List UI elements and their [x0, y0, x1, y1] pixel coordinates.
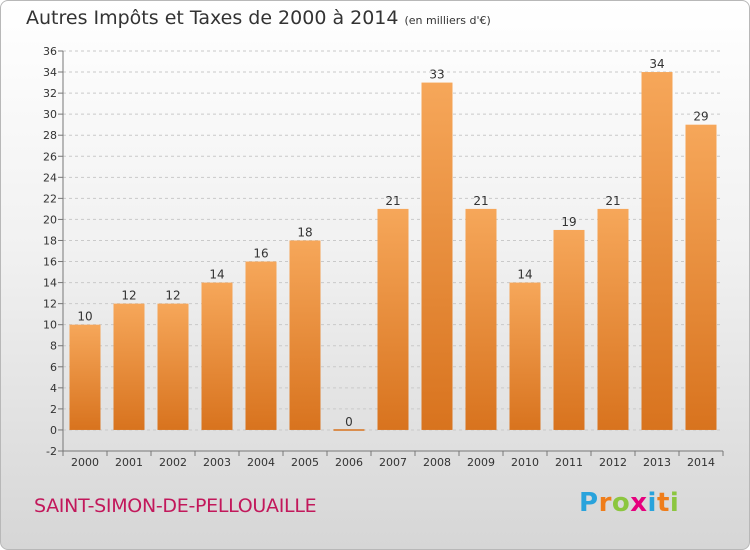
data-label-2003: 14 [209, 268, 224, 282]
data-label-2013: 34 [649, 57, 664, 71]
x-tick-label: 2002 [159, 456, 187, 469]
y-tick-label: 20 [43, 213, 57, 226]
bar-2002 [157, 303, 189, 430]
x-tick-label: 2014 [687, 456, 715, 469]
x-axis: 2000 2001 2002 2003 2004 2005 2006 2007 2008 2009… [62, 450, 724, 469]
bar-2012 [597, 208, 629, 430]
y-tick-label: 4 [50, 382, 57, 395]
x-tick-label: 2001 [115, 456, 143, 469]
data-labels: 10 12 12 14 16 18 0 21 33 21 14 19 21 34 29 [77, 57, 708, 429]
logo-letter: o [611, 488, 631, 518]
x-tick-label: 2006 [335, 456, 363, 469]
y-tick-label: 2 [50, 403, 57, 416]
y-tick-label: 10 [43, 319, 57, 332]
data-label-2008: 33 [429, 68, 444, 82]
bar-2001 [113, 303, 145, 430]
y-tick-label: 8 [50, 340, 57, 353]
y-tick-label: 30 [43, 108, 57, 121]
data-label-2004: 16 [253, 247, 268, 261]
y-tick-label: 14 [43, 277, 57, 290]
data-label-2006: 0 [345, 415, 353, 429]
bar-2014 [685, 124, 717, 430]
data-label-2011: 19 [561, 215, 576, 229]
logo-letter: i [669, 488, 680, 518]
data-label-2002: 12 [165, 289, 180, 303]
data-label-2009: 21 [473, 194, 488, 208]
y-tick-label: 16 [43, 256, 57, 269]
y-tick-label: -2 [46, 445, 57, 458]
x-tick-label: 2010 [511, 456, 539, 469]
bar-2010 [509, 282, 541, 430]
x-tick-label: 2012 [599, 456, 627, 469]
proxiti-logo: Proxiti [579, 488, 679, 518]
y-tick-label: 36 [43, 45, 57, 58]
chart-title: Autres Impôts et Taxes de 2000 à 2014 (en… [26, 7, 491, 29]
title-text: Autres Impôts et Taxes de 2000 à 2014 [26, 7, 399, 29]
y-tick-label: 22 [43, 192, 57, 205]
y-tick-label: 18 [43, 234, 57, 247]
bar-2007 [377, 208, 409, 430]
logo-letter: r [598, 488, 612, 518]
data-label-2007: 21 [385, 194, 400, 208]
data-label-2014: 29 [693, 110, 708, 124]
y-tick-label: 0 [50, 424, 57, 437]
y-tick-label: 34 [43, 66, 57, 79]
data-label-2010: 14 [517, 268, 532, 282]
logo-letter: i [647, 488, 657, 518]
data-label-2005: 18 [297, 225, 312, 239]
x-tick-label: 2009 [467, 456, 495, 469]
x-tick-label: 2011 [555, 456, 583, 469]
logo-letter: P [579, 488, 599, 518]
x-tick-label: 2000 [71, 456, 99, 469]
y-tick-label: 24 [43, 171, 57, 184]
bar-2005 [289, 240, 321, 430]
x-tick-label: 2003 [203, 456, 231, 469]
x-tick-label: 2005 [291, 456, 319, 469]
x-tick-label: 2013 [643, 456, 671, 469]
bar-2003 [201, 282, 233, 430]
bar-2000 [69, 324, 101, 430]
logo-letter: t [656, 488, 670, 518]
data-label-2000: 10 [77, 310, 92, 324]
bar-2011 [553, 229, 585, 430]
bar-2008 [421, 82, 453, 430]
commune-name: SAINT-SIMON-DE-PELLOUAILLE [34, 495, 317, 517]
data-label-2001: 12 [121, 289, 136, 303]
y-tick-label: 12 [43, 298, 57, 311]
x-tick-label: 2004 [247, 456, 275, 469]
x-tick-label: 2008 [423, 456, 451, 469]
y-tick-label: 28 [43, 129, 57, 142]
x-tick-label: 2007 [379, 456, 407, 469]
bars [69, 72, 717, 431]
bar-2009 [465, 208, 497, 430]
bar-2013 [641, 72, 673, 430]
unit-label: (en milliers d'€) [404, 14, 491, 27]
y-tick-label: 6 [50, 361, 57, 374]
bar-2004 [245, 261, 277, 430]
logo-letter: x [630, 488, 648, 518]
y-tick-label: 32 [43, 87, 57, 100]
data-label-2012: 21 [605, 194, 620, 208]
y-tick-label: 26 [43, 150, 57, 163]
